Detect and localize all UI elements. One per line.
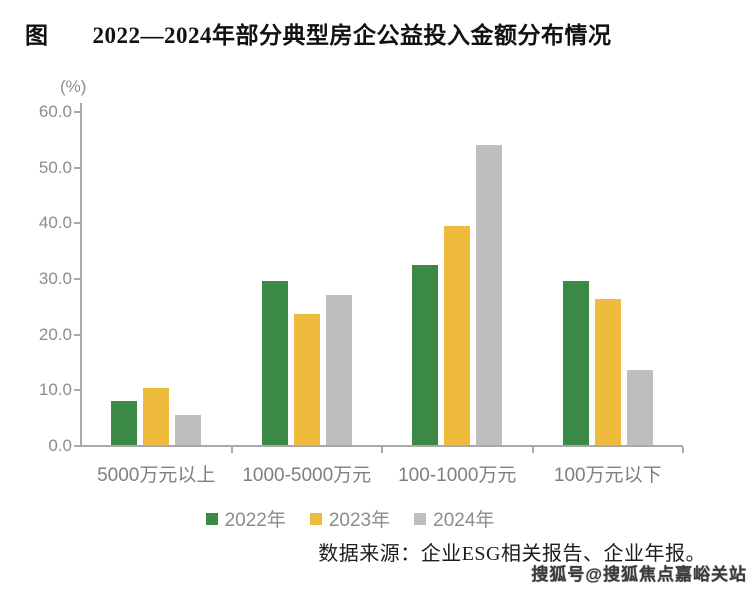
- chart-title: 2022—2024年部分典型房企公益投入金额分布情况: [92, 23, 612, 48]
- y-tick-label: 20.0: [38, 324, 72, 344]
- x-tick-mark: [682, 447, 684, 453]
- y-tick-label: 50.0: [38, 157, 72, 177]
- y-axis-line: [80, 103, 82, 447]
- bar-group: [81, 111, 232, 445]
- bar-2023年-100万元以下: [594, 299, 621, 445]
- legend-item-2024年: 2024年: [414, 505, 494, 532]
- bar-2023年-5000万元以上: [143, 388, 170, 445]
- legend-item-2022年: 2022年: [205, 505, 286, 532]
- bar-2023年-1000-5000万元: [293, 314, 320, 445]
- bar-2024年-5000万元以上: [175, 415, 202, 445]
- legend-label: 2023年: [328, 510, 391, 531]
- y-tick-mark: [74, 278, 80, 280]
- x-tick-mark: [381, 447, 383, 453]
- legend-swatch-icon: [205, 512, 218, 525]
- y-tick-mark: [74, 333, 80, 336]
- figure-title: 图 2022—2024年部分典型房企公益投入金额分布情况: [25, 16, 735, 50]
- legend: 2022年 2023年 2024年: [0, 505, 700, 532]
- bar-2022年-100万元以下: [562, 281, 589, 445]
- bar-2022年-100-1000万元: [412, 265, 439, 445]
- y-tick-label: 60.0: [38, 102, 72, 121]
- figure-label: 图: [25, 23, 49, 48]
- bar-2024年-1000-5000万元: [325, 295, 352, 445]
- bar-2024年-100-1000万元: [476, 145, 503, 445]
- legend-swatch-icon: [309, 512, 322, 525]
- legend-item-2023年: 2023年: [309, 505, 391, 532]
- bar-group: [382, 111, 533, 445]
- y-tick-mark: [74, 389, 80, 392]
- legend-swatch-icon: [414, 512, 427, 525]
- legend-label: 2022年: [224, 510, 286, 531]
- y-tick-label: 30.0: [38, 269, 72, 288]
- y-tick-mark: [74, 166, 80, 169]
- y-axis-unit-label: (%): [60, 77, 87, 96]
- y-tick-mark: [74, 111, 80, 113]
- x-category-label: 5000万元以上: [97, 465, 216, 486]
- x-tick-mark: [531, 447, 534, 453]
- x-tick-mark: [230, 447, 233, 453]
- x-category-label: 1000-5000万元: [242, 465, 372, 486]
- x-axis-category-labels: 5000万元以上 1000-5000万元 100-1000万元 100万元以下: [81, 460, 683, 487]
- y-tick-label: 10.0: [38, 380, 72, 400]
- legend-label: 2024年: [433, 510, 495, 531]
- watermark: 搜狐号@搜狐焦点嘉峪关站: [531, 565, 747, 584]
- y-tick-label: 0.0: [48, 436, 72, 455]
- y-tick-mark: [74, 445, 80, 447]
- bar-group: [533, 111, 684, 445]
- bar-2024年-100万元以下: [626, 370, 653, 445]
- bar-2023年-100-1000万元: [444, 226, 471, 445]
- x-category-label: 100-1000万元: [398, 465, 517, 486]
- y-tick-mark: [74, 222, 80, 225]
- x-axis-line: [80, 445, 683, 447]
- y-tick-label: 40.0: [38, 213, 72, 233]
- bar-2022年-5000万元以上: [111, 401, 138, 445]
- plot-area: [81, 111, 683, 445]
- source-note: 数据来源：企业ESG相关报告、企业年报。: [318, 543, 706, 565]
- bar-group: [232, 111, 383, 445]
- bar-2022年-1000-5000万元: [261, 281, 288, 445]
- x-category-label: 100万元以下: [553, 465, 662, 486]
